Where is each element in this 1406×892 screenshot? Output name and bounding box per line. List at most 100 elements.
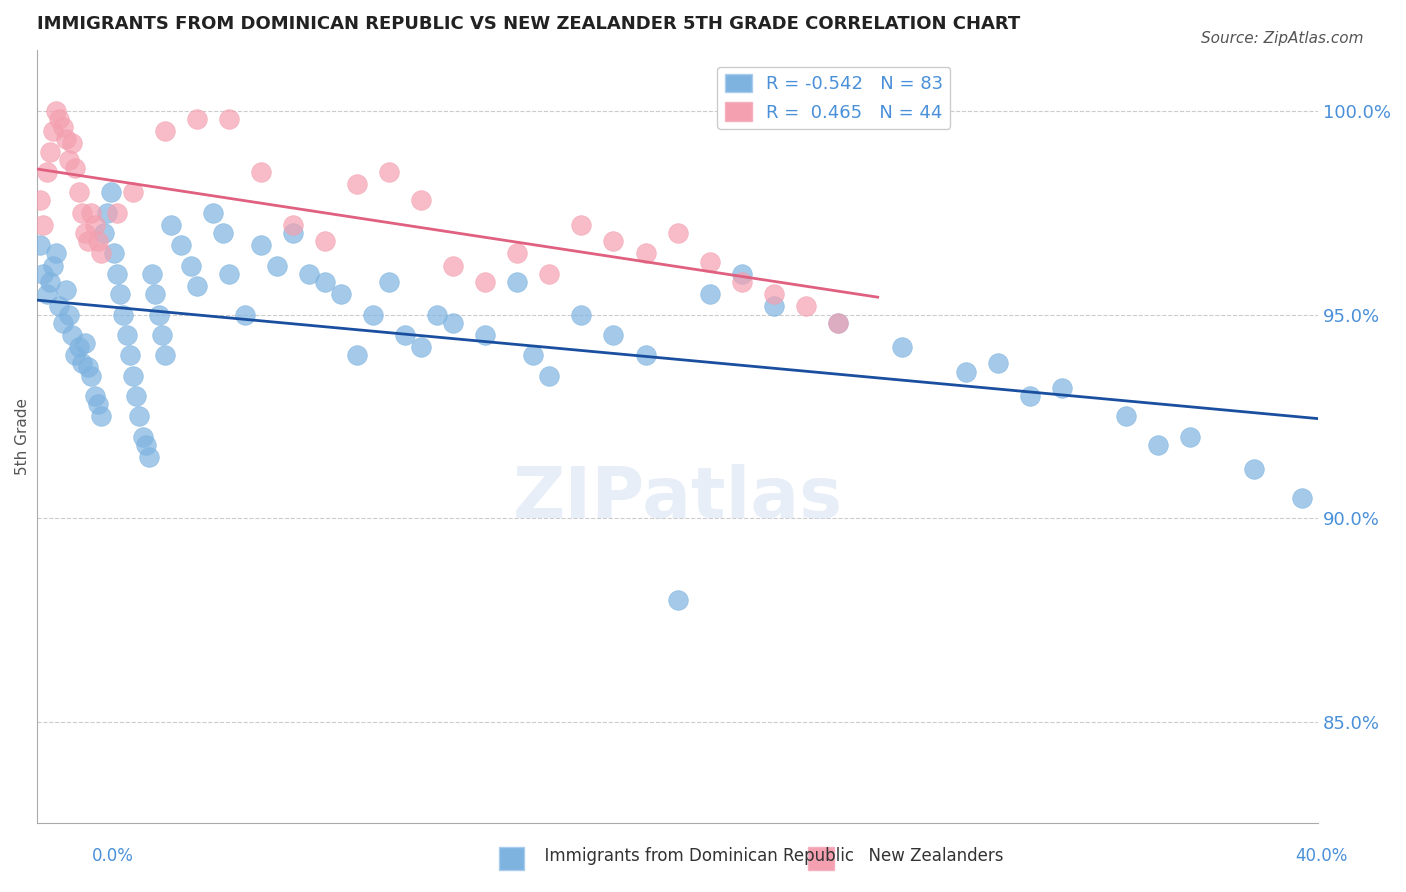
Point [135,438,157,452]
Point [827,316,849,330]
Point [283,218,305,232]
Point [112,308,135,322]
Point [83,218,105,232]
Point [330,287,353,301]
Point [474,275,496,289]
Point [110,287,132,301]
Point [105,267,128,281]
Point [1243,462,1265,476]
Point [411,194,433,208]
Point [730,267,752,281]
Point [361,308,384,322]
Point [52,316,75,330]
Point [32,267,55,281]
Point [571,218,593,232]
Point [153,124,176,138]
Point [762,287,785,301]
Point [1050,381,1073,395]
Point [118,348,141,362]
Point [45,246,67,260]
Point [266,259,288,273]
Point [1018,389,1040,403]
Point [70,356,93,370]
Point [538,368,561,383]
Point [55,132,77,146]
Point [70,205,93,219]
Point [145,287,167,301]
Point [115,327,138,342]
Point [55,283,77,297]
Point [160,218,183,232]
Text: 40.0%: 40.0% [1295,847,1348,865]
Point [1178,430,1201,444]
Point [730,275,752,289]
Point [38,275,60,289]
Text: New Zealanders: New Zealanders [858,847,1002,865]
Point [314,275,336,289]
Point [250,165,273,179]
Point [30,194,52,208]
Point [93,226,115,240]
Point [314,234,336,248]
Text: Immigrants from Dominican Republic: Immigrants from Dominican Republic [534,847,855,865]
Text: IMMIGRANTS FROM DOMINICAN REPUBLIC VS NEW ZEALANDER 5TH GRADE CORRELATION CHART: IMMIGRANTS FROM DOMINICAN REPUBLIC VS NE… [37,15,1021,33]
Point [60,327,83,342]
Point [666,592,689,607]
Point [283,226,305,240]
Point [298,267,321,281]
Point [77,360,100,375]
Point [602,327,624,342]
Point [218,112,240,126]
Point [30,238,52,252]
Point [346,348,368,362]
Point [170,238,193,252]
Point [65,348,87,362]
Point [58,153,80,167]
Point [122,186,145,200]
Point [67,340,90,354]
Point [128,409,150,424]
Point [58,308,80,322]
Point [87,397,110,411]
Point [474,327,496,342]
Text: Source: ZipAtlas.com: Source: ZipAtlas.com [1201,31,1364,46]
Point [538,267,561,281]
Point [250,238,273,252]
Point [52,120,75,135]
Point [48,299,70,313]
Point [346,178,368,192]
Point [35,287,58,301]
Point [186,279,208,293]
Point [42,259,65,273]
Point [441,259,464,273]
Point [699,287,721,301]
Point [45,103,67,118]
Point [378,165,401,179]
Point [103,246,125,260]
Point [83,389,105,403]
Point [32,218,55,232]
Point [634,348,657,362]
Point [42,124,65,138]
Point [48,112,70,126]
Text: 0.0%: 0.0% [91,847,134,865]
Point [77,234,100,248]
Point [96,205,118,219]
Point [138,450,160,464]
Point [60,136,83,151]
Point [441,316,464,330]
Point [73,336,96,351]
Point [411,340,433,354]
Point [233,308,256,322]
Point [125,389,148,403]
Point [141,267,163,281]
Point [80,368,103,383]
Point [426,308,449,322]
Point [1115,409,1137,424]
Point [394,327,416,342]
Point [987,356,1010,370]
Point [105,205,128,219]
Point [794,299,817,313]
Point [131,430,153,444]
Point [186,112,208,126]
